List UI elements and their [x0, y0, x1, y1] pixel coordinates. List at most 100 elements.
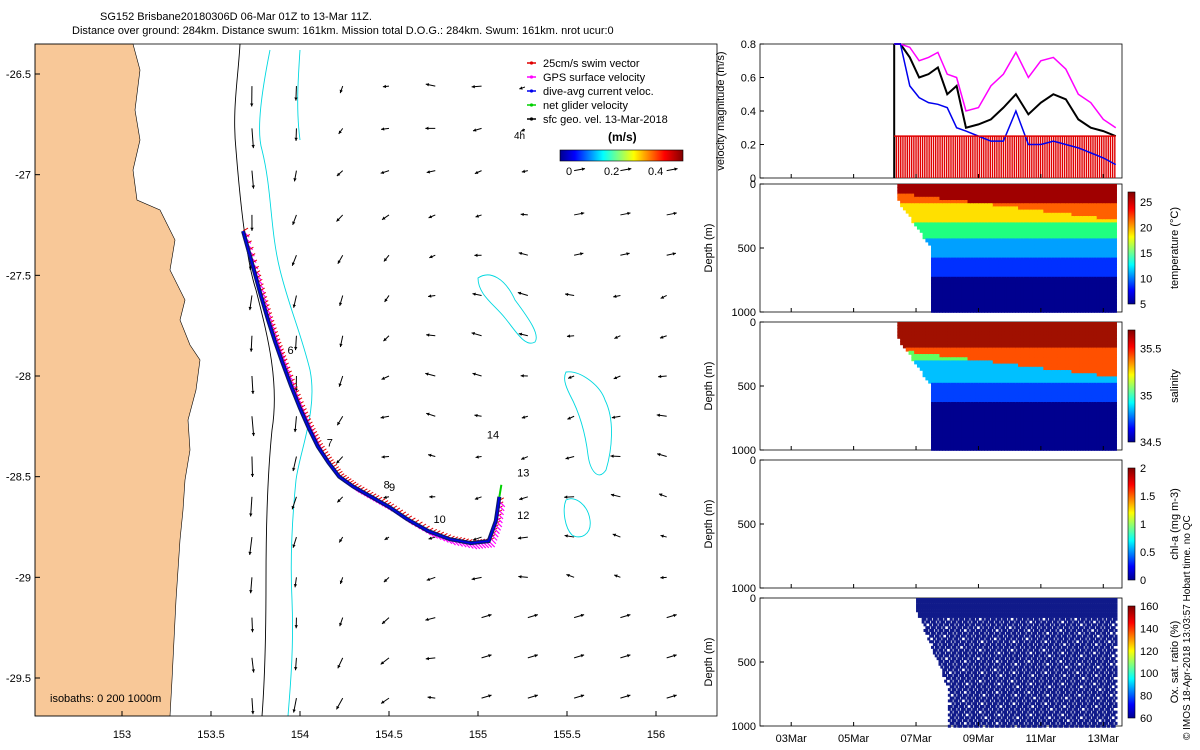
temperature-cell	[1105, 280, 1109, 284]
current-arrow-head	[382, 84, 387, 89]
salinity-cell	[950, 411, 955, 416]
current-arrow-head	[425, 83, 430, 87]
salinity-cell	[956, 338, 960, 342]
temperature-cell	[925, 216, 929, 220]
temperature-cell	[1079, 267, 1084, 272]
salinity-cell	[902, 328, 907, 333]
temperature-cell	[1015, 187, 1019, 192]
temperature-cell	[939, 299, 943, 304]
salinity-cell	[964, 360, 969, 365]
temperature-cell	[975, 302, 980, 307]
temperature-cell	[1110, 206, 1115, 211]
temperature-cell	[959, 251, 963, 256]
temperature-cell	[1018, 244, 1022, 249]
temperature-cell	[939, 292, 943, 297]
salinity-cell	[961, 434, 966, 438]
temperature-cell	[953, 260, 957, 265]
temperature-cell	[967, 190, 971, 195]
temperature-cell	[1091, 235, 1095, 240]
temperature-cell	[1054, 206, 1058, 211]
salinity-cell	[936, 398, 941, 403]
salinity-cell	[925, 370, 929, 374]
temperature-cell	[1046, 209, 1050, 214]
salinity-cell	[947, 350, 952, 355]
temperature-cell	[933, 251, 938, 256]
temperature-cell	[961, 200, 966, 204]
temperature-cell	[959, 225, 963, 230]
salinity-cell	[950, 331, 955, 336]
temperature-cell	[1026, 289, 1030, 294]
temperature-cell	[1029, 187, 1033, 192]
temperature-cell	[1020, 302, 1025, 307]
salinity-cell	[978, 411, 983, 416]
salinity-cell	[964, 437, 969, 442]
temperature-cell	[992, 203, 997, 208]
temperature-cell	[939, 219, 943, 224]
salinity-cell	[953, 360, 957, 365]
salinity-cell	[919, 360, 924, 365]
salinity-cell	[970, 430, 974, 435]
temperature-cell	[945, 219, 949, 224]
temperature-cell	[987, 254, 991, 259]
temperature-cell	[925, 235, 929, 240]
temperature-cell	[1051, 254, 1056, 259]
temperature-cbar-tick: 25	[1140, 197, 1152, 209]
temperature-cell	[1107, 260, 1112, 265]
salinity-cell	[989, 341, 994, 346]
temperature-cell	[1034, 235, 1039, 240]
temperature-cell	[1079, 248, 1084, 252]
salinity-cell	[947, 322, 952, 326]
temperature-cell	[989, 187, 994, 192]
temperature-cell	[1093, 203, 1098, 208]
temperature-cell	[995, 212, 1000, 217]
temperature-cell	[1057, 296, 1061, 300]
salinity-cell	[933, 363, 938, 368]
temperature-cell	[1071, 273, 1075, 278]
temperature-cell	[1034, 200, 1039, 204]
temperature-cell	[1091, 209, 1095, 214]
salinity-cell	[925, 331, 929, 336]
temperature-cell	[1009, 193, 1014, 198]
temperature-cell	[1023, 257, 1028, 262]
temperature-cell	[1009, 203, 1014, 208]
temperature-cell	[1043, 200, 1047, 204]
temperature-cell	[1063, 248, 1067, 252]
temperature-cell	[1068, 184, 1073, 188]
temperature-cell	[1040, 219, 1044, 224]
salinity-cell	[919, 341, 924, 346]
current-arrow-head	[383, 495, 387, 499]
salinity-cell	[939, 360, 943, 365]
temperature-cell	[1051, 190, 1056, 195]
salinity-cell	[978, 395, 983, 400]
temperature-cell	[933, 241, 938, 246]
salinity-cell	[953, 392, 957, 397]
temperature-cell	[916, 187, 921, 192]
salinity-cell	[956, 437, 960, 442]
temperature-cell	[978, 244, 983, 249]
temperature-cell	[925, 212, 929, 217]
temperature-cell	[1105, 273, 1109, 278]
temperature-cell	[942, 200, 946, 204]
temperature-cell	[956, 257, 960, 262]
temperature-cell	[959, 257, 963, 262]
temperature-cell	[961, 292, 966, 297]
temperature-cell	[945, 273, 949, 278]
temperature-cell	[987, 219, 991, 224]
temperature-cell	[1009, 190, 1014, 195]
salinity-cell	[961, 446, 966, 451]
temperature-cell	[1026, 273, 1030, 278]
current-arrow-head	[488, 694, 492, 698]
salinity-cell	[961, 386, 966, 390]
salinity-cell	[989, 325, 994, 330]
temperature-cell	[989, 302, 994, 307]
temperature-cell	[939, 276, 943, 281]
salinity-cell	[967, 357, 971, 362]
temperature-cell	[1020, 296, 1025, 300]
salinity-cell	[922, 331, 926, 336]
salinity-cell	[956, 325, 960, 330]
salinity-cell	[975, 421, 980, 426]
temperature-cell	[950, 260, 955, 265]
temperature-cell	[1088, 267, 1092, 272]
salinity-cell	[970, 328, 974, 333]
x-tick-label: 153	[113, 729, 131, 741]
